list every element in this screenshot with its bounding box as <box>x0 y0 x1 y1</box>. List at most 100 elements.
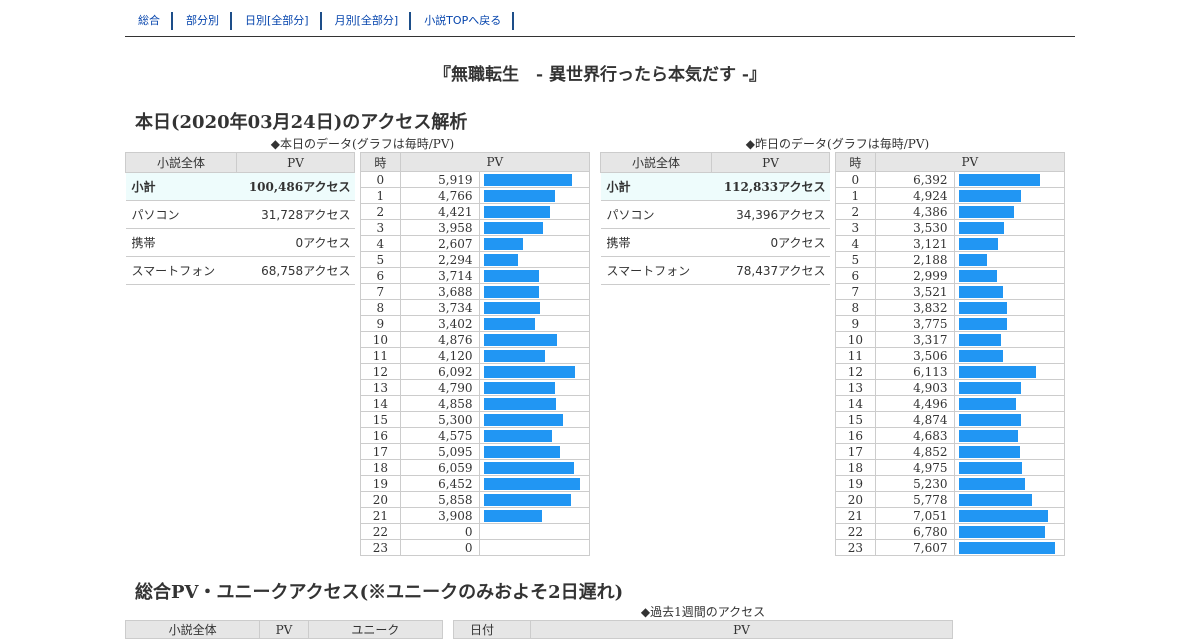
pv-cell: 0 <box>399 523 480 540</box>
summary-value: 78,437アクセス <box>711 256 830 285</box>
pv-bar <box>958 333 1001 346</box>
bar-cell <box>953 187 1066 204</box>
bar-cell <box>953 523 1066 540</box>
bar-cell <box>478 507 591 524</box>
bar-cell <box>478 283 591 300</box>
pv-bar <box>483 333 557 346</box>
nav-link-novel-top[interactable]: 小説TOPへ戻る <box>411 12 515 30</box>
bar-cell <box>953 315 1066 332</box>
pv-bar <box>958 381 1021 394</box>
pv-bar <box>958 253 987 266</box>
hourly-row: 15 5,300 <box>360 411 591 428</box>
bar-cell <box>953 267 1066 284</box>
nav-link-parts[interactable]: 部分別 <box>173 12 232 30</box>
hourly-row: 17 4,852 <box>835 443 1066 460</box>
summary-label: パソコン <box>125 200 237 229</box>
pv-cell: 2,294 <box>399 251 480 268</box>
today-heading: 本日(2020年03月24日)のアクセス解析 <box>135 112 468 133</box>
hourly-row: 2 4,421 <box>360 203 591 220</box>
bar-cell <box>953 235 1066 252</box>
pv-cell: 5,300 <box>399 411 480 428</box>
pv-bar <box>483 253 518 266</box>
hourly-row: 21 7,051 <box>835 507 1066 524</box>
col-header-pv: PV <box>236 152 355 173</box>
bar-cell <box>953 251 1066 268</box>
hour-cell: 22 <box>835 523 876 540</box>
hourly-row: 3 3,958 <box>360 219 591 236</box>
pv-bar <box>958 477 1025 490</box>
bar-cell <box>953 491 1066 508</box>
hour-cell: 20 <box>835 491 876 508</box>
pv-cell: 4,766 <box>399 187 480 204</box>
pv-cell: 3,121 <box>874 235 955 252</box>
bar-cell <box>478 219 591 236</box>
pv-cell: 3,688 <box>399 283 480 300</box>
summary-label: スマートフォン <box>125 256 237 285</box>
nav-link-total[interactable]: 総合 <box>125 12 173 30</box>
bar-cell <box>478 523 591 540</box>
hour-cell: 18 <box>360 459 401 476</box>
bar-cell <box>478 379 591 396</box>
hour-cell: 13 <box>360 379 401 396</box>
today-caption: ◆本日のデータ(グラフは毎時/PV) <box>270 137 455 151</box>
bar-cell <box>953 427 1066 444</box>
hourly-row: 20 5,778 <box>835 491 1066 508</box>
hour-cell: 7 <box>360 283 401 300</box>
pv-cell: 4,683 <box>874 427 955 444</box>
hour-cell: 4 <box>835 235 876 252</box>
hour-cell: 3 <box>835 219 876 236</box>
novel-title: 『無職転生 - 異世界行ったら本気だす -』 <box>434 65 766 85</box>
hourly-row: 15 4,874 <box>835 411 1066 428</box>
hour-cell: 6 <box>835 267 876 284</box>
summary-value: 31,728アクセス <box>236 200 355 229</box>
pv-cell: 4,874 <box>874 411 955 428</box>
col-header-pv: PV <box>399 152 591 172</box>
hour-cell: 23 <box>835 539 876 556</box>
pv-bar <box>958 221 1004 234</box>
pv-cell: 3,832 <box>874 299 955 316</box>
summary-row-smartphone: スマートフォン 68,758アクセス <box>125 256 355 285</box>
pv-cell: 6,452 <box>399 475 480 492</box>
pv-bar <box>483 173 572 186</box>
pv-bar <box>958 189 1021 202</box>
pv-cell: 4,903 <box>874 379 955 396</box>
hour-cell: 5 <box>360 251 401 268</box>
yesterday-hourly-table: 時 PV 0 6,392 1 4,924 2 4,386 3 3,530 4 3,121 5 2,18… <box>835 152 1066 556</box>
summary-label: 小計 <box>125 172 237 201</box>
hour-cell: 21 <box>835 507 876 524</box>
hourly-row: 6 2,999 <box>835 267 1066 284</box>
summary-label: 携帯 <box>125 228 237 257</box>
pv-bar <box>483 397 556 410</box>
pv-bar <box>958 285 1003 298</box>
hour-cell: 9 <box>360 315 401 332</box>
nav-link-daily[interactable]: 日別[全部分] <box>232 12 322 30</box>
pv-bar <box>958 237 998 250</box>
pv-bar <box>958 493 1032 506</box>
hour-cell: 1 <box>835 187 876 204</box>
hourly-row: 4 2,607 <box>360 235 591 252</box>
summary-row-mobile: 携帯 0アクセス <box>600 228 830 257</box>
hourly-row: 1 4,924 <box>835 187 1066 204</box>
nav-link-monthly[interactable]: 月別[全部分] <box>322 12 412 30</box>
hourly-row: 18 6,059 <box>360 459 591 476</box>
hourly-row: 3 3,530 <box>835 219 1066 236</box>
summary-value: 0アクセス <box>711 228 830 257</box>
bar-cell <box>478 427 591 444</box>
bar-cell <box>953 443 1066 460</box>
summary-row-pc: パソコン 34,396アクセス <box>600 200 830 229</box>
pv-cell: 4,496 <box>874 395 955 412</box>
pv-cell: 5,858 <box>399 491 480 508</box>
hour-cell: 12 <box>835 363 876 380</box>
hourly-row: 2 4,386 <box>835 203 1066 220</box>
hour-cell: 20 <box>360 491 401 508</box>
col-header-novel: 小説全体 <box>125 152 237 173</box>
nav-bar: 総合 部分別 日別[全部分] 月別[全部分] 小説TOPへ戻る <box>125 11 515 31</box>
hourly-row: 12 6,092 <box>360 363 591 380</box>
pv-cell: 3,402 <box>399 315 480 332</box>
pv-bar <box>483 445 560 458</box>
hour-cell: 4 <box>360 235 401 252</box>
pv-cell: 5,095 <box>399 443 480 460</box>
pv-cell: 7,051 <box>874 507 955 524</box>
today-hourly-table: 時 PV 0 5,919 1 4,766 2 4,421 3 3,958 4 2,607 5 2,29… <box>360 152 591 556</box>
hour-cell: 10 <box>360 331 401 348</box>
